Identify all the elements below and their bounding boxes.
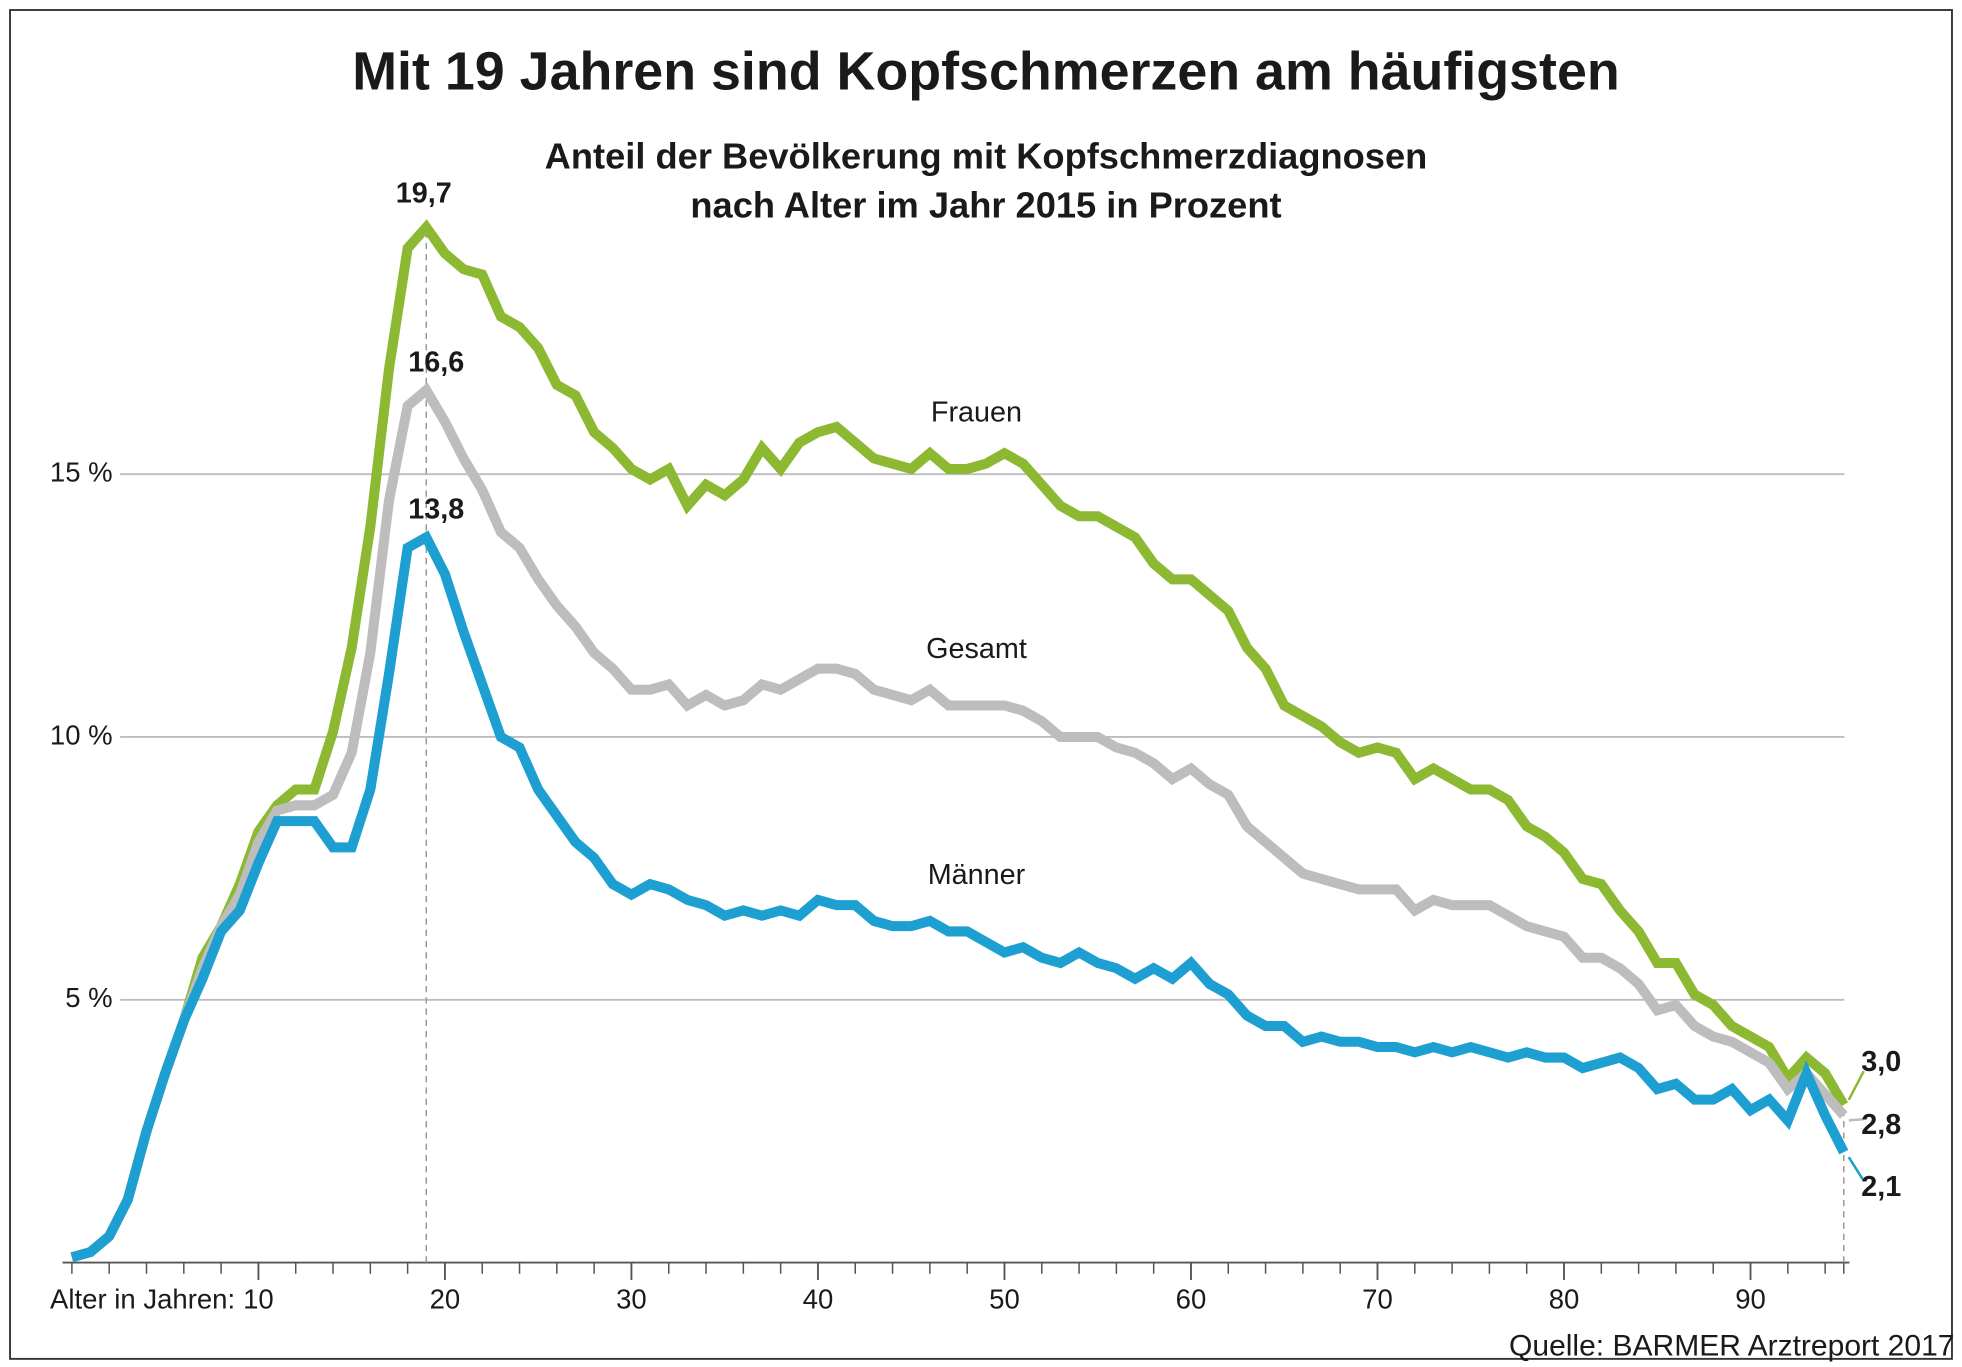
value-label: 3,0 [1861,1046,1901,1078]
x-tick-label: 10 [243,1284,274,1315]
y-tick-label: 10 % [50,719,113,750]
x-tick-label: 40 [803,1284,834,1315]
frame [9,9,1953,1360]
series-label: Frauen [931,397,1022,429]
x-tick-label: 70 [1362,1284,1393,1315]
value-label: 13,8 [408,494,464,526]
x-tick-label: 20 [430,1284,461,1315]
x-tick-label: 30 [616,1284,647,1315]
x-tick-label: 50 [989,1284,1020,1315]
value-label: 19,7 [396,177,452,209]
leader-line [1847,1070,1865,1101]
chart-subtitle: Anteil der Bevölkerung mit Kopfschmerzdi… [545,135,1428,176]
y-tick-label: 15 % [50,456,113,487]
x-tick-label: 90 [1735,1284,1766,1315]
x-tick-label: 60 [1176,1284,1207,1315]
leader-line [1848,1117,1864,1122]
y-tick-label: 5 % [65,982,112,1013]
series-line [70,530,1849,1263]
leader-line [1847,1156,1865,1182]
series-line [70,382,1848,1263]
value-label: 2,8 [1861,1109,1901,1141]
value-label: 2,1 [1861,1171,1901,1203]
chart-title: Mit 19 Jahren sind Kopfschmerzen am häuf… [352,41,1619,101]
series-line [70,219,1849,1263]
series-label: Gesamt [926,633,1027,665]
x-axis-label: Alter in Jahren: [50,1284,235,1315]
chart-subtitle: nach Alter im Jahr 2015 in Prozent [690,184,1281,225]
x-tick-label: 80 [1549,1284,1580,1315]
value-label: 16,6 [408,346,464,378]
source: Quelle: BARMER Arztreport 2017 [1509,1330,1954,1363]
series-label: Männer [928,859,1026,891]
